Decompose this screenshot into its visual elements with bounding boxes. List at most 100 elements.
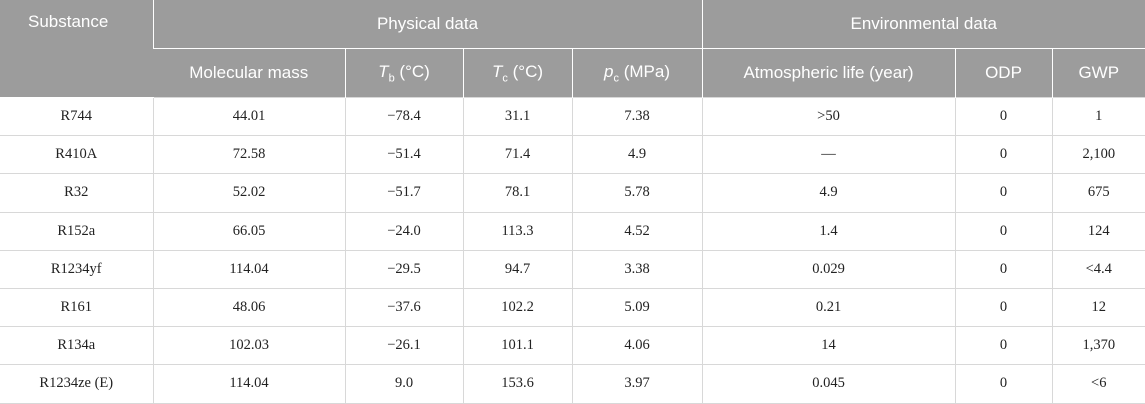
table-cell: 0 <box>954 96 1053 137</box>
group-header: Physical data <box>152 0 702 49</box>
table-cell: 7.38 <box>571 96 703 137</box>
table-cell: 52.02 <box>152 173 346 213</box>
table-cell: R152a <box>0 211 154 251</box>
table-cell: 14 <box>701 326 956 366</box>
table-cell: 44.01 <box>152 96 346 137</box>
header-cell: Molecular mass <box>153 48 345 98</box>
table-cell: R744 <box>0 96 154 137</box>
table-cell: R1234ze (E) <box>0 364 154 404</box>
table-cell: 5.09 <box>571 287 703 328</box>
table-cell: 0.045 <box>701 364 956 404</box>
table-cell: 94.7 <box>462 249 573 289</box>
table-cell: 78.1 <box>462 173 573 213</box>
table-cell: <4.4 <box>1051 249 1145 289</box>
table-cell: 153.6 <box>462 364 573 404</box>
header-text: Atmospheric life (year) <box>743 63 914 82</box>
table-cell: 3.38 <box>571 249 703 289</box>
table-cell: 0 <box>954 135 1053 175</box>
table-cell: 0 <box>954 287 1053 328</box>
table-row: R161 48.06 −37.6 102.2 5.09 0.21 0 12 <box>0 287 1145 328</box>
table-cell: 0.21 <box>701 287 956 328</box>
table-cell: 114.04 <box>152 249 346 289</box>
table-cell: 1.4 <box>701 211 956 251</box>
subscript: b <box>388 72 395 85</box>
table-cell: 0.029 <box>701 249 956 289</box>
table-row: R1234ze (E) 114.04 9.0 153.6 3.97 0.045 0 <6 <box>0 364 1145 404</box>
table-cell: 101.1 <box>462 326 573 366</box>
symbol: T <box>491 61 503 81</box>
table-cell: 1 <box>1051 96 1145 137</box>
header-text: (°C) <box>512 61 544 81</box>
table-cell: 0 <box>954 173 1053 213</box>
table-cell: −24.0 <box>344 211 464 251</box>
header-row: Substance Physical data Environmental data <box>0 0 1145 98</box>
table-cell: 1,370 <box>1051 326 1145 366</box>
symbol: T <box>378 61 389 81</box>
table-cell: 3.97 <box>571 364 703 404</box>
header-cell: ODP <box>954 48 1052 98</box>
table-head: Substance Physical data Environmental data… <box>0 0 1145 98</box>
table-cell: 72.58 <box>152 135 346 175</box>
header-cell: Atmospheric life (year) <box>701 48 955 98</box>
table-cell: R32 <box>0 173 154 213</box>
table-cell: 2,100 <box>1051 135 1145 175</box>
table-cell: 9.0 <box>344 364 464 404</box>
table-cell: 66.05 <box>152 211 346 251</box>
header-row: Molecular mass Tb (°C) Tc (°C) pc (MPa) Atmo… <box>0 48 1145 98</box>
table-cell: R134a <box>0 326 154 366</box>
symbol: p <box>604 61 614 81</box>
table-cell: 4.06 <box>571 326 703 366</box>
header-text: GWP <box>1078 63 1120 82</box>
header-cell: GWP <box>1051 48 1145 98</box>
table-cell: 124 <box>1051 211 1145 251</box>
table-cell: 675 <box>1051 173 1145 213</box>
table-cell: −78.4 <box>344 96 464 137</box>
table-cell: 71.4 <box>462 135 573 175</box>
table-row: R152a 66.05 −24.0 113.3 4.52 1.4 0 124 <box>0 211 1145 251</box>
table-cell: <6 <box>1051 364 1145 404</box>
header-text: ODP <box>985 63 1022 82</box>
table-cell: −29.5 <box>344 249 464 289</box>
table-cell: 0 <box>954 364 1053 404</box>
table-cell: 12 <box>1051 287 1145 328</box>
subscript: c <box>613 72 619 85</box>
table-cell: −51.7 <box>344 173 464 213</box>
table-cell: 102.2 <box>462 287 573 328</box>
table-cell: 5.78 <box>571 173 703 213</box>
table-cell: 0 <box>954 211 1053 251</box>
table-cell: 31.1 <box>462 96 573 137</box>
table-cell: 114.04 <box>152 364 346 404</box>
table-cell: −51.4 <box>344 135 464 175</box>
table-body: R744 44.01 −78.4 31.1 7.38 >50 0 1 R410A 72.58 −51… <box>0 96 1145 404</box>
group-header: Environmental data <box>701 0 1145 49</box>
table-cell: 48.06 <box>152 287 346 328</box>
header-cell: Substance <box>0 0 153 98</box>
table-cell: −26.1 <box>344 326 464 366</box>
table-cell: — <box>701 135 956 175</box>
subscript: c <box>502 72 508 85</box>
header-text: (MPa) <box>623 61 670 81</box>
table-cell: 0 <box>954 249 1053 289</box>
table-row: R744 44.01 −78.4 31.1 7.38 >50 0 1 <box>0 96 1145 137</box>
table-cell: R161 <box>0 287 154 328</box>
table-cell: −37.6 <box>344 287 464 328</box>
table-cell: >50 <box>701 96 956 137</box>
header-text: Molecular mass <box>189 63 309 82</box>
table-row: R410A 72.58 −51.4 71.4 4.9—0 2,100 <box>0 135 1145 175</box>
table-cell: 102.03 <box>152 326 346 366</box>
table-row: R1234yf 114.04 −29.5 94.7 3.38 0.029 0 <4.4 <box>0 249 1145 289</box>
table-cell: 4.52 <box>571 211 703 251</box>
table-row: R32 52.02 −51.7 78.1 5.78 4.9 0 675 <box>0 173 1145 213</box>
table-cell: 0 <box>954 326 1053 366</box>
table-cell: R410A <box>0 135 154 175</box>
header-cell: pc (MPa) <box>571 48 702 98</box>
header-cell: Tc (°C) <box>462 48 572 98</box>
table-cell: 113.3 <box>462 211 573 251</box>
table-cell: 4.9 <box>701 173 956 213</box>
header-cell: Tb (°C) <box>344 48 463 98</box>
table-row: R134a 102.03 −26.1 101.1 4.06 14 0 1,370 <box>0 326 1145 366</box>
table-cell: 4.9 <box>571 135 703 175</box>
header-text: (°C) <box>399 61 430 81</box>
